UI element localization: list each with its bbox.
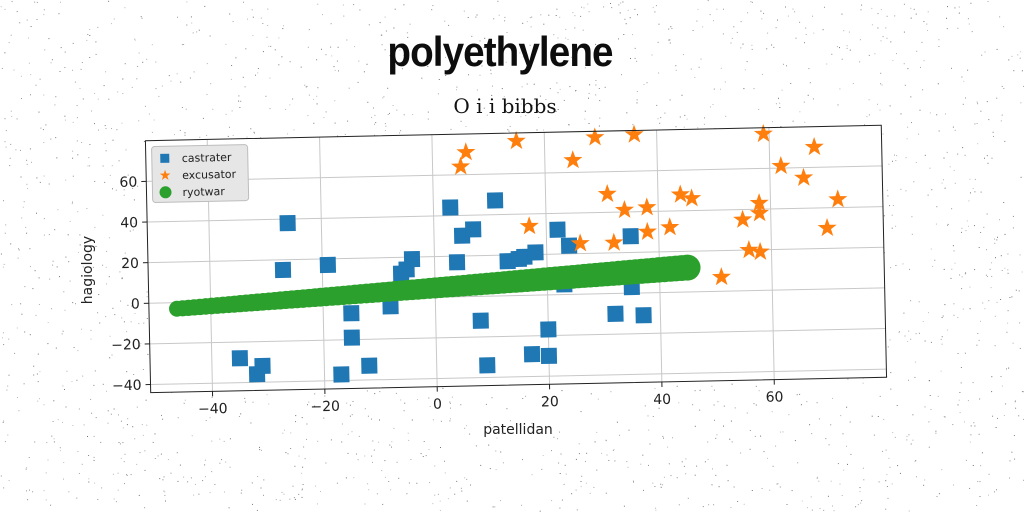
data-point-castrater xyxy=(333,366,350,383)
data-point-castrater xyxy=(319,256,337,274)
data-point-castrater xyxy=(635,307,652,324)
legend-marker-excusator xyxy=(159,169,171,180)
data-point-excusator xyxy=(660,217,680,236)
x-tick-label: 60 xyxy=(765,389,783,405)
data-point-castrater xyxy=(231,350,249,367)
data-point-castrater xyxy=(343,329,361,346)
x-tick-label: 0 xyxy=(433,397,442,413)
y-tick-label: 60 xyxy=(119,175,137,191)
data-point-excusator xyxy=(451,156,471,175)
x-tick-label: −20 xyxy=(310,399,340,416)
series-excusator xyxy=(451,123,848,286)
data-point-castrater xyxy=(540,321,557,338)
data-point-castrater xyxy=(448,254,466,271)
main-title: polyethylene xyxy=(387,28,613,75)
plot-frame xyxy=(144,124,888,394)
data-point-excusator xyxy=(614,199,635,219)
y-tick-label: −20 xyxy=(111,337,141,354)
y-tick-label: 40 xyxy=(120,215,138,231)
data-point-castrater xyxy=(472,312,489,329)
chart-title: O i i bibbs xyxy=(453,94,557,118)
y-gridline xyxy=(149,327,886,345)
series-ryotwar xyxy=(169,254,701,317)
y-tick-label: 0 xyxy=(131,296,140,312)
data-point-excusator xyxy=(711,267,731,286)
data-point-excusator xyxy=(597,184,617,203)
x-tick-label: −40 xyxy=(198,401,228,418)
data-point-excusator xyxy=(749,193,769,212)
data-point-castrater xyxy=(622,228,639,245)
data-point-castrater xyxy=(361,357,378,374)
data-point-castrater xyxy=(527,244,544,261)
legend-label-castrater: castrater xyxy=(182,151,232,165)
data-point-excusator xyxy=(682,188,702,207)
data-point-castrater xyxy=(279,214,296,232)
legend-marker-castrater xyxy=(160,153,170,163)
x-gridline xyxy=(656,129,663,382)
data-point-excusator xyxy=(753,123,773,143)
data-point-castrater xyxy=(549,221,566,238)
data-point-excusator xyxy=(519,216,539,235)
data-point-excusator xyxy=(771,156,791,175)
data-point-excusator xyxy=(794,167,814,186)
x-tick-label: 20 xyxy=(541,394,559,410)
data-point-castrater xyxy=(465,221,482,238)
data-point-excusator xyxy=(828,189,848,208)
data-point-excusator xyxy=(637,221,657,241)
legend-label-ryotwar: ryotwar xyxy=(182,185,225,199)
plot-area: −40 −20 0 20 40 60 −40 −20 0 20 40 60 xyxy=(111,123,888,418)
data-point-excusator xyxy=(733,209,753,228)
data-point-castrater xyxy=(382,298,399,315)
data-point-castrater xyxy=(479,357,496,374)
y-gridline xyxy=(146,165,883,182)
data-point-excusator xyxy=(570,233,590,252)
data-point-castrater xyxy=(343,305,360,322)
data-point-excusator xyxy=(585,127,605,146)
data-point-excusator xyxy=(739,239,759,259)
data-point-excusator xyxy=(817,218,837,237)
x-axis-label: patellidan xyxy=(483,422,553,438)
legend-marker-ryotwar xyxy=(159,186,172,199)
y-tick-label: −40 xyxy=(112,378,142,395)
data-point-excusator xyxy=(670,184,690,203)
data-point-castrater xyxy=(523,346,541,363)
x-gridline xyxy=(768,127,775,380)
x-gridline xyxy=(431,134,438,387)
data-point-excusator xyxy=(456,142,476,161)
legend: castrater excusator ryotwar xyxy=(151,144,250,204)
y-gridline xyxy=(150,368,887,386)
data-point-excusator xyxy=(750,241,770,261)
data-point-ryotwar xyxy=(674,254,701,281)
data-point-castrater xyxy=(607,305,624,322)
data-point-castrater xyxy=(274,261,292,279)
x-gridline xyxy=(543,132,551,385)
data-point-castrater xyxy=(442,199,459,216)
data-point-excusator xyxy=(804,137,824,156)
data-point-excusator xyxy=(637,197,657,216)
y-tick-label: 20 xyxy=(121,256,139,272)
x-tick-label: 40 xyxy=(653,392,671,408)
legend-box xyxy=(151,144,250,204)
data-point-excusator xyxy=(506,131,526,150)
data-point-excusator xyxy=(624,124,644,143)
data-point-castrater xyxy=(486,192,504,209)
legend-label-excusator: excusator xyxy=(182,168,237,182)
data-point-castrater xyxy=(540,347,558,365)
data-point-castrater xyxy=(254,357,271,375)
data-point-excusator xyxy=(563,150,583,169)
data-point-castrater xyxy=(403,250,421,268)
data-point-excusator xyxy=(604,232,624,251)
y-axis-label: hagiology xyxy=(80,236,96,304)
data-point-excusator xyxy=(749,203,769,222)
series-castrater xyxy=(231,192,652,383)
